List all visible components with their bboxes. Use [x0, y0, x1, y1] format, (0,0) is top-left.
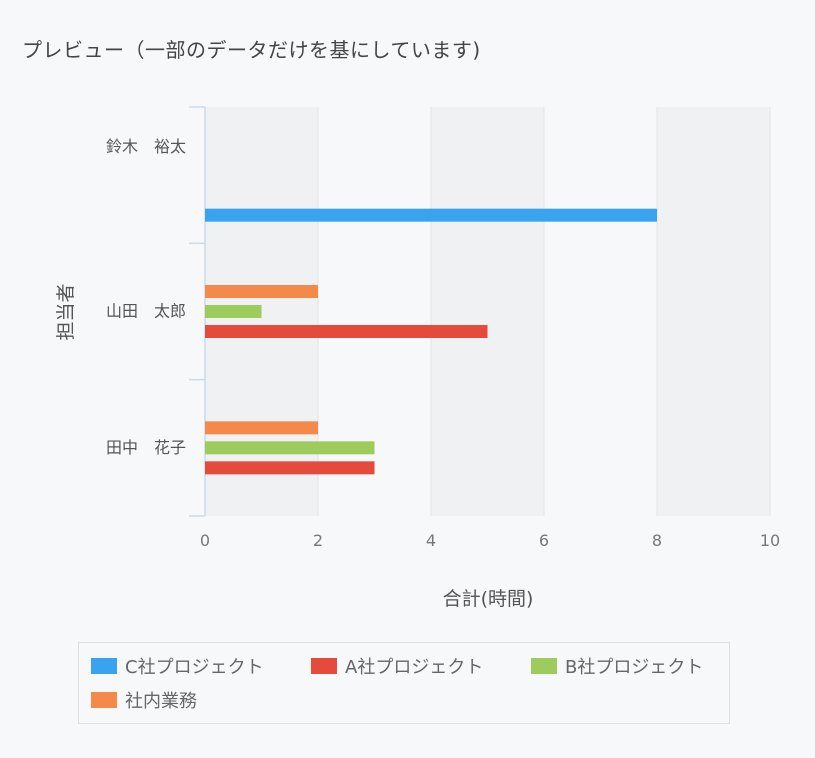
x-tick-label: 8: [652, 531, 662, 550]
legend-swatch: [311, 658, 337, 674]
bar: [205, 285, 318, 298]
x-tick-label: 2: [313, 531, 323, 550]
chart-title: プレビュー（一部のデータだけを基にしています): [22, 38, 481, 62]
legend-item[interactable]: A社プロジェクト: [311, 653, 483, 679]
grid-band: [544, 107, 657, 516]
legend: C社プロジェクト A社プロジェクト B社プロジェクト社内業務: [78, 642, 730, 724]
legend-item[interactable]: 社内業務: [91, 687, 197, 713]
x-tick-label: 4: [426, 531, 436, 550]
x-tick-label: 10: [760, 531, 780, 550]
y-axis-label: 担当者: [55, 283, 77, 340]
bar: [205, 305, 262, 318]
grid-band: [657, 107, 770, 516]
grid-band: [318, 107, 431, 516]
legend-swatch: [91, 692, 117, 708]
x-axis-label: 合計(時間): [443, 588, 534, 610]
legend-swatch: [91, 658, 117, 674]
y-category-label: 鈴木 裕太: [106, 137, 186, 156]
x-tick-label: 6: [539, 531, 549, 550]
bar: [205, 461, 375, 475]
legend-label: 社内業務: [125, 691, 197, 712]
bars: [205, 208, 657, 475]
legend-label: C社プロジェクト: [125, 657, 264, 678]
x-tick-label: 0: [200, 531, 210, 550]
bar: [205, 208, 657, 222]
legend-swatch: [531, 658, 557, 674]
grid-bands: [204, 107, 771, 516]
bar: [205, 421, 318, 435]
y-category-label: 山田 太郎: [106, 302, 186, 321]
x-tick-labels: 0 2 4 6 8 10: [200, 531, 780, 550]
axes: [189, 106, 206, 517]
bar: [205, 441, 375, 455]
legend-item[interactable]: B社プロジェクト: [531, 653, 703, 679]
y-category-label: 田中 花子: [106, 438, 186, 457]
legend-item[interactable]: C社プロジェクト: [91, 653, 264, 679]
legend-label: B社プロジェクト: [565, 657, 704, 678]
grid-band: [431, 107, 544, 516]
bar: [205, 325, 488, 338]
legend-label: A社プロジェクト: [345, 657, 484, 678]
